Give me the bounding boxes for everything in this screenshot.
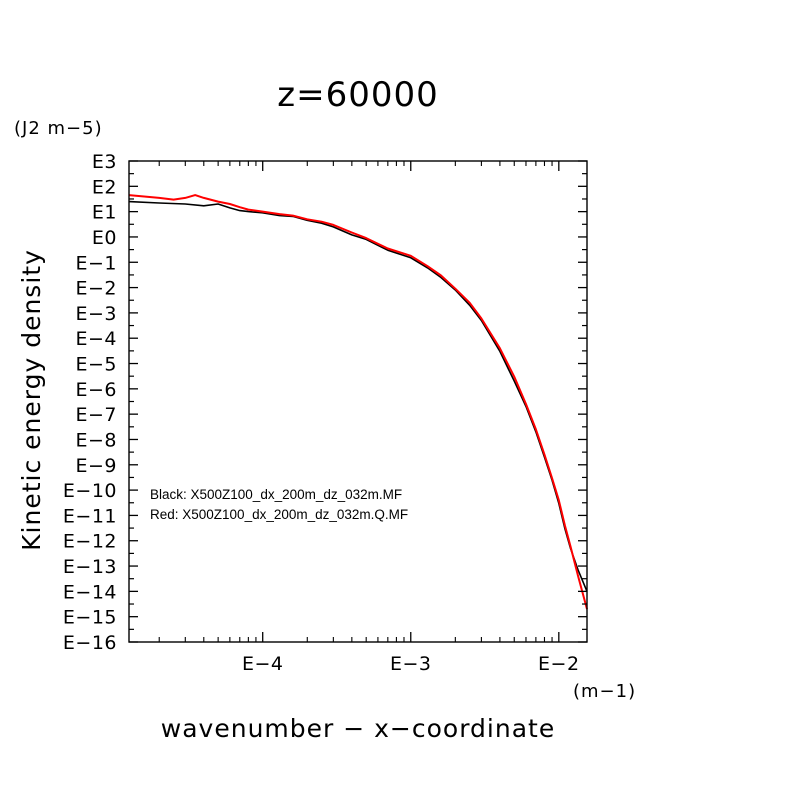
plot-frame [128,160,588,643]
y-tick-label: E−13 [63,556,117,578]
tick-labels-layer: E3 E2 E1 E0 E−1 E−2 E−3 E−4 E−5 E−6 E−7 E−8 E−9 E−10 E… [63,151,580,675]
y-tick-label: E−9 [75,455,117,477]
series-red-line [128,194,588,610]
legend-entry-black: Black: X500Z100_dx_200m_dz_032m.MF [150,487,402,502]
y-tick-label: E2 [92,176,117,198]
y-tick-label: E−8 [75,429,117,451]
y-tick-label: E−10 [63,480,117,502]
y-tick-label: E−15 [63,607,117,629]
y-tick-label: E−11 [63,505,117,527]
series-black-line [128,200,588,592]
x-tick-label: E−4 [242,653,284,675]
y-tick-label: E−4 [75,328,117,350]
y-tick-label: E−16 [63,632,117,654]
x-axis-label: wavenumber − x−coordinate [161,714,555,743]
x-unit-label: (m−1) [573,681,636,702]
y-tick-label: E1 [92,202,117,224]
x-tick-label: E−2 [538,653,580,675]
y-axis-label: Kinetic energy density [17,249,46,551]
y-tick-label: E−2 [75,278,117,300]
y-unit-label: (J2 m−5) [14,118,103,139]
y-tick-label: E−7 [75,404,117,426]
y-tick-label: E−1 [75,252,117,274]
y-tick-label: E3 [92,151,117,173]
y-tick-label: E−5 [75,354,117,376]
legend-entry-red: Red: X500Z100_dx_200m_dz_032m.Q.MF [150,507,408,522]
x-tick-label: E−3 [390,653,432,675]
y-tick-label: E−14 [63,581,117,603]
chart-title: z=60000 [277,75,439,115]
ticks-layer [129,160,587,643]
y-tick-label: E−12 [63,531,117,553]
y-tick-label: E0 [92,227,117,249]
series-layer [128,194,588,610]
y-tick-label: E−3 [75,303,117,325]
y-tick-label: E−6 [75,379,117,401]
